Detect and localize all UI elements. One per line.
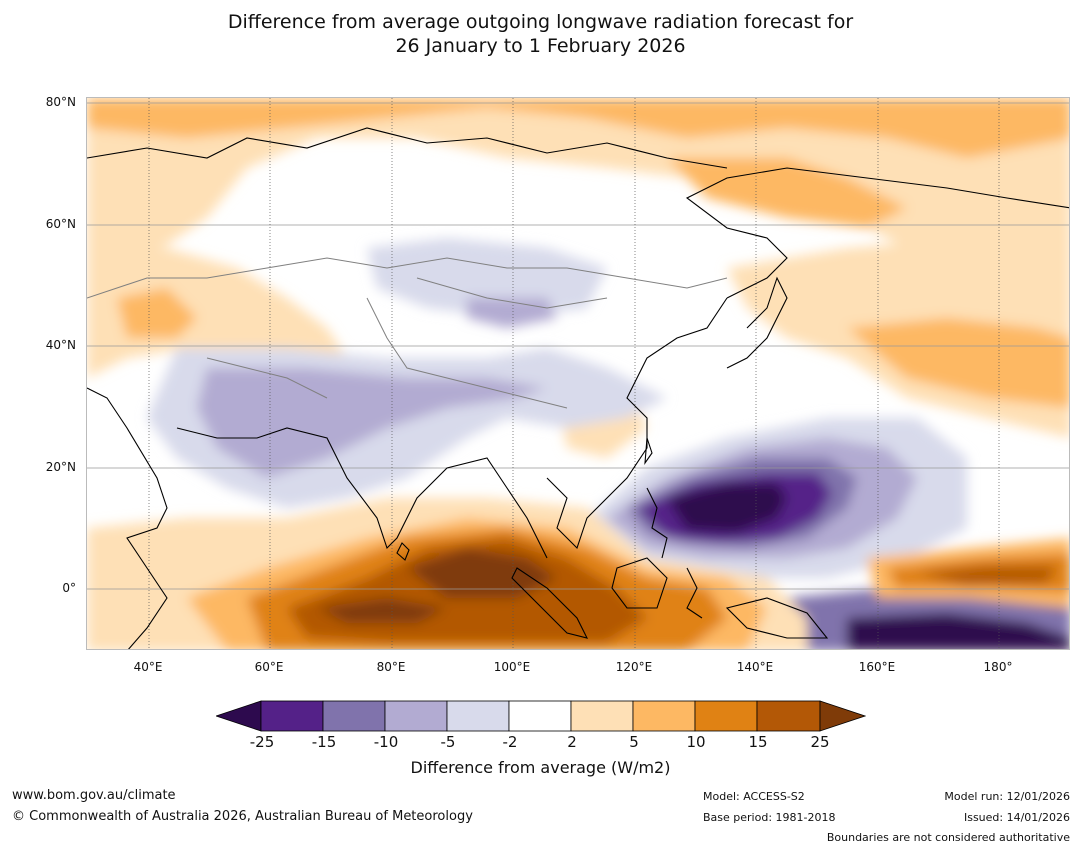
- coast-south-asia: [176, 427, 548, 559]
- colorbar-bin-5: [570, 700, 634, 732]
- colorbar-extend-high: [819, 700, 867, 732]
- footer-url[interactable]: www.bom.gov.au/climate: [12, 788, 176, 803]
- lat-label-20n: 20°N: [45, 460, 76, 474]
- coast-new-guinea: [725, 597, 829, 639]
- footer-base-period: Base period: 1981-2018: [703, 811, 836, 824]
- colorbar-tick-minus15: -15: [311, 733, 337, 751]
- lon-label-180: 180°: [983, 660, 1013, 674]
- olr-anomaly-map: [86, 97, 1070, 650]
- colorbar-tick-25: 25: [810, 733, 830, 751]
- anomaly-arctic-orange: [87, 98, 1069, 158]
- borders: [87, 257, 728, 409]
- colorbar-bin-6: [632, 700, 696, 732]
- colorbar-bin-3: [446, 700, 510, 732]
- coast-east-asia-north: [685, 167, 1069, 299]
- colorbar-tick-15: 15: [748, 733, 768, 751]
- colorbar-bin-4: [508, 700, 572, 732]
- coast-sulawesi: [686, 567, 703, 619]
- lon-label-160e: 160°E: [858, 660, 896, 674]
- lon-label-80e: 80°E: [376, 660, 406, 674]
- colorbar: [214, 700, 867, 732]
- title-line-2: 26 January to 1 February 2026: [395, 35, 686, 57]
- title-line-1: Difference from average outgoing longwav…: [227, 11, 854, 33]
- coast-japan: [726, 276, 788, 369]
- colorbar-bin-2: [384, 700, 448, 732]
- colorbar-tick-5: 5: [629, 733, 639, 751]
- coast-southeast-asia: [546, 297, 728, 550]
- footer-model: Model: ACCESS-S2: [703, 790, 805, 803]
- meridians: [148, 98, 1000, 649]
- anomaly-arctic-light: [87, 98, 1069, 298]
- border-russia-south: [87, 257, 728, 299]
- footer-disclaimer: Boundaries are not considered authoritat…: [826, 831, 1070, 844]
- footer-model-run: Model run: 12/01/2026: [944, 790, 1070, 803]
- anomaly-equatorial-pacific-brown: [917, 566, 1057, 586]
- anomaly-northwest-pacific-orange: [847, 318, 1069, 408]
- colorbar-extend-low: [214, 700, 262, 732]
- colorbar-bin-1: [322, 700, 386, 732]
- colorbar-bin-8: [756, 700, 821, 732]
- coast-sumatra: [511, 567, 589, 639]
- coast-arctic: [87, 127, 728, 169]
- lon-label-140e: 140°E: [736, 660, 774, 674]
- coast-taiwan: [644, 437, 653, 465]
- coast-borneo: [611, 557, 668, 609]
- anomaly-caspian-orange: [117, 288, 197, 338]
- map-title: Difference from average outgoing longwav…: [0, 10, 1081, 58]
- border-iran-pak: [206, 357, 328, 399]
- colorbar-tick-minus10: -10: [373, 733, 399, 751]
- border-china-west: [366, 297, 568, 409]
- anomaly-philippine-sea-min: [667, 483, 787, 533]
- colorbar-bin-7: [694, 700, 758, 732]
- coast-sri-lanka: [396, 542, 410, 561]
- anomaly-south-pacific-min: [847, 613, 1069, 649]
- anomaly-indian-ocean-max: [317, 598, 447, 623]
- colorbar-tick-minus25: -25: [249, 733, 275, 751]
- anomaly-central-asia-purple: [197, 368, 547, 478]
- graticule: [87, 102, 1069, 590]
- lat-label-60n: 60°N: [45, 217, 76, 231]
- anomaly-west-light: [87, 248, 347, 378]
- lon-label-60e: 60°E: [254, 660, 284, 674]
- lat-label-0: 0°: [62, 581, 76, 595]
- colorbar-tick-minus2: -2: [502, 733, 518, 751]
- colorbar-tick-2: 2: [567, 733, 577, 751]
- footer-issued: Issued: 14/01/2026: [963, 811, 1070, 824]
- footer-copyright: © Commonwealth of Australia 2026, Austra…: [12, 809, 473, 824]
- coast-philippines: [646, 487, 668, 559]
- lat-label-80n: 80°N: [45, 95, 76, 109]
- border-mongolia: [416, 277, 608, 309]
- colorbar-tick-minus5: -5: [440, 733, 456, 751]
- colorbar-graphic: [214, 700, 867, 732]
- anomaly-siberia-orange: [667, 158, 907, 228]
- coastlines: [87, 127, 1069, 649]
- coast-arabia-africa: [87, 387, 168, 649]
- colorbar-label: Difference from average (W/m2): [410, 758, 671, 777]
- lat-label-40n: 40°N: [45, 338, 76, 352]
- lon-label-100e: 100°E: [493, 660, 531, 674]
- colorbar-tick-10: 10: [686, 733, 706, 751]
- lon-label-120e: 120°E: [615, 660, 653, 674]
- lon-label-40e: 40°E: [133, 660, 163, 674]
- map-canvas: [87, 98, 1069, 649]
- colorbar-bin-0: [260, 700, 324, 732]
